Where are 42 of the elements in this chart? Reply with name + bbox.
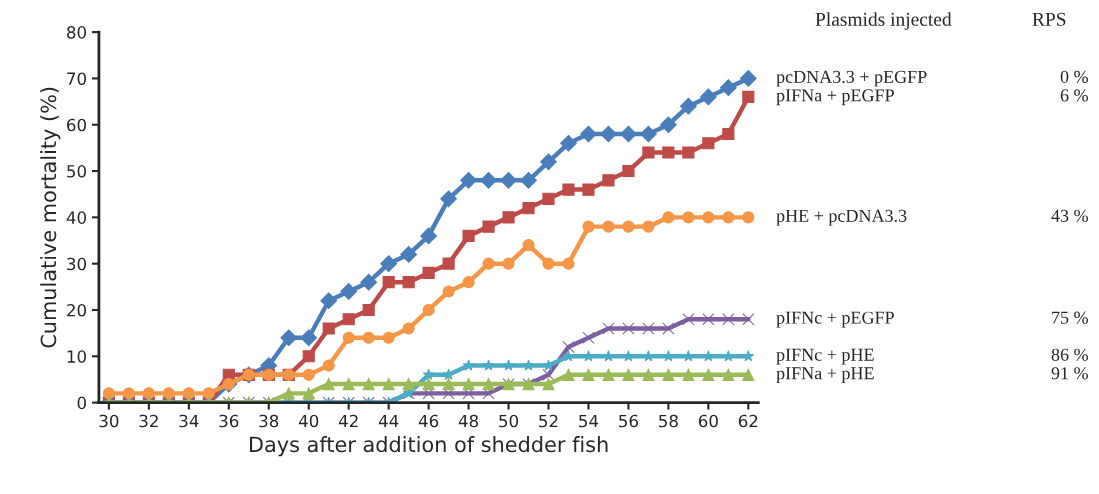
x-tick-label: 30 (99, 414, 119, 428)
series-label: pcDNA3.3 + pEGFP (776, 70, 927, 87)
x-tick-label: 54 (579, 414, 599, 428)
x-tick-label: 44 (378, 414, 399, 428)
x-tick-label: 32 (139, 414, 158, 428)
y-tick-label: 10 (67, 350, 86, 363)
text: RPS (1032, 12, 1066, 26)
y-axis-title: Cumulative mortality (%) (40, 87, 61, 348)
text: 0 % (1060, 70, 1088, 83)
y-tick-label: 40 (66, 211, 86, 224)
x-tick-label: 56 (619, 414, 638, 428)
x-tick-label: 36 (219, 414, 239, 428)
y-tick-label: 50 (67, 165, 86, 178)
x-tick-label: 34 (179, 414, 199, 428)
series-label: pIFNa + pHE (776, 367, 874, 384)
y-tick-label: 30 (67, 257, 86, 271)
text: 6 % (1060, 89, 1088, 102)
y-tick-label: 70 (67, 72, 86, 85)
text: 75 % (1052, 311, 1088, 324)
text: Plasmids injected (815, 12, 952, 30)
x-tick-label: 62 (738, 414, 758, 428)
text: 43 % (1051, 209, 1088, 222)
text: 86 % (1051, 348, 1088, 361)
x-tick-label: 52 (539, 414, 558, 428)
x-tick-label: 48 (458, 414, 479, 428)
x-tick-label: 58 (659, 414, 678, 428)
x-tick-label: 42 (338, 414, 358, 428)
series-label: pHE + pcDNA3.3 (776, 209, 907, 226)
text: 91 % (1051, 367, 1088, 380)
y-tick-label: 80 (67, 26, 86, 39)
x-tick-label: 40 (298, 414, 319, 428)
series-label: pIFNc + pHE (776, 348, 874, 365)
x-tick-label: 60 (698, 414, 718, 428)
y-tick-label: 0 (77, 396, 86, 410)
y-tick-label: 60 (67, 118, 86, 132)
x-tick-label: 38 (259, 414, 279, 428)
series-label: pIFNc + pEGFP (776, 311, 894, 328)
x-axis-title: Days after addition of shedder fish (250, 436, 608, 457)
x-tick-label: 46 (418, 414, 439, 428)
y-tick-label: 20 (67, 303, 86, 317)
x-tick-label: 50 (499, 414, 519, 428)
series-label: pIFNa + pEGFP (776, 89, 894, 106)
